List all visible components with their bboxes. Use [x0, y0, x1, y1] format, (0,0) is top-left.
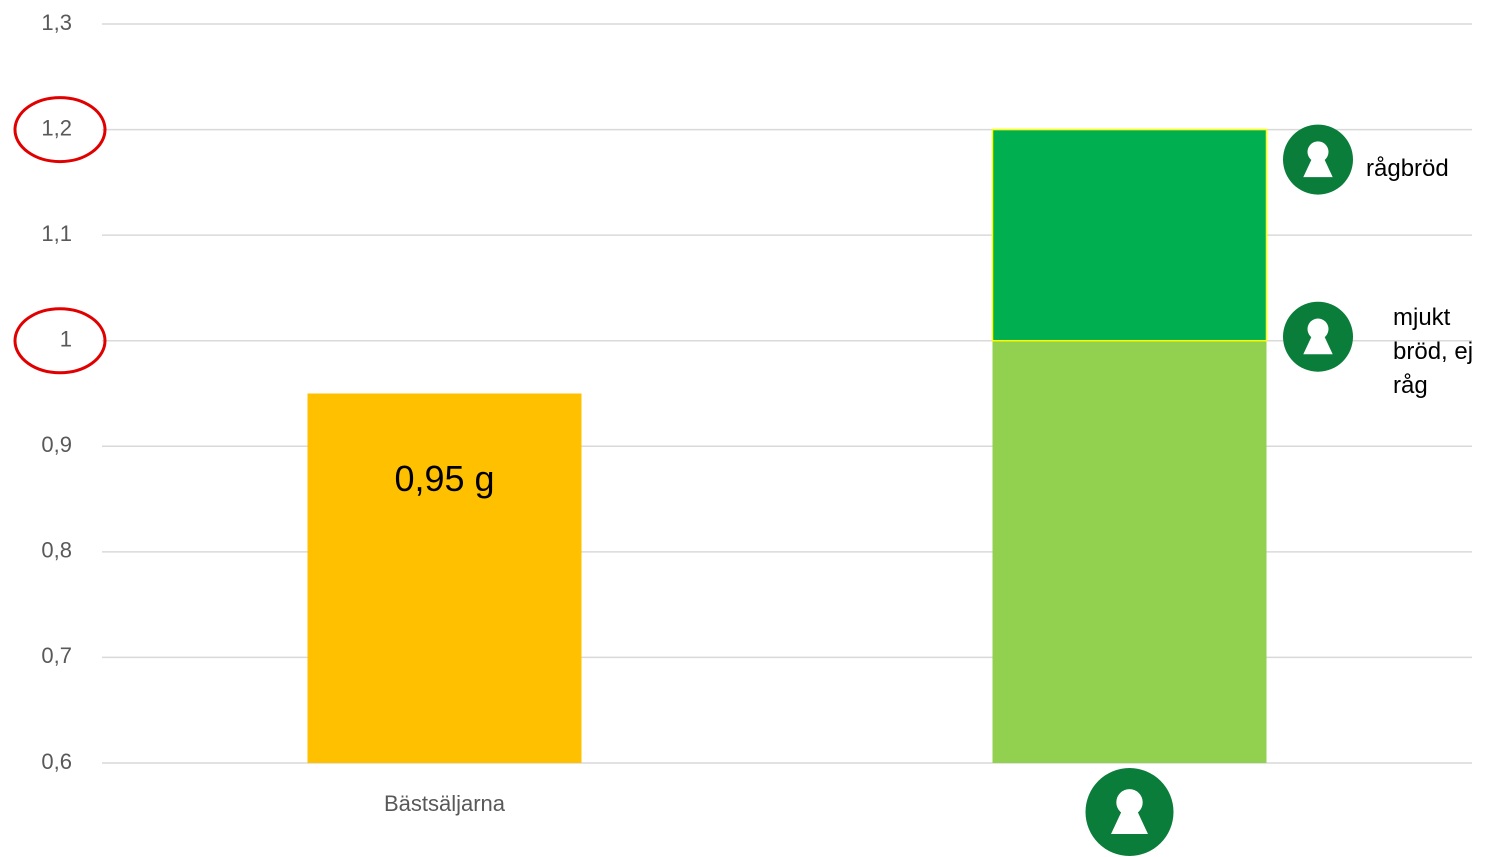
y-tick-label: 1,3	[41, 10, 72, 35]
value-label: 0,95 g	[394, 458, 494, 499]
legend-label: mjukt bröd, ej råg	[1393, 303, 1474, 399]
tick-highlight	[13, 307, 107, 375]
icon-hole	[1111, 807, 1148, 834]
legend-box: mjukt bröd, ej råg	[1393, 303, 1474, 399]
legend-box: rågbröd	[1366, 154, 1449, 182]
icon-hole	[1303, 156, 1333, 178]
x-tick-label: Bästsäljarna	[384, 791, 506, 816]
category-icon	[1085, 768, 1174, 856]
y-tick-label: 0,6	[41, 749, 72, 774]
icon-hole	[1303, 333, 1333, 355]
y-tick-label: 1,1	[41, 221, 72, 246]
bar	[991, 128, 1268, 342]
y-tick-label: 0,8	[41, 538, 72, 563]
y-tick-label: 1,2	[41, 115, 72, 140]
y-tick-label: 0,7	[41, 643, 72, 668]
y-tick-label: 1	[60, 327, 72, 352]
y-tick-label: 0,9	[41, 432, 72, 457]
bar	[992, 340, 1267, 763]
legend-label: rågbröd	[1366, 154, 1449, 182]
legend-icon	[1283, 124, 1353, 195]
legend-icon	[1283, 301, 1353, 372]
tick-highlight	[13, 96, 107, 164]
bar	[307, 393, 582, 763]
